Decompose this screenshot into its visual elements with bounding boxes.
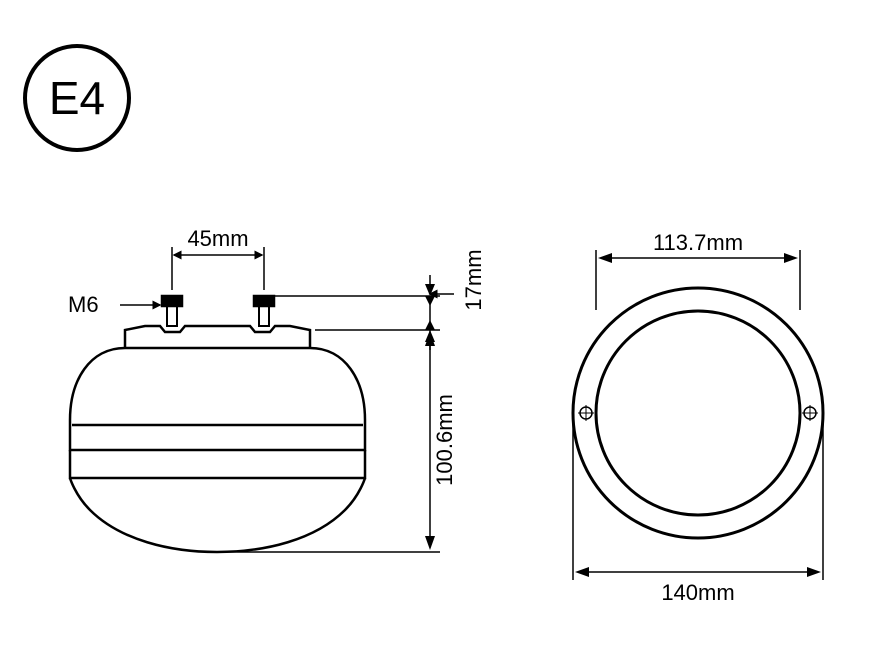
dim-outer-diameter: 140mm [573, 420, 823, 605]
side-body [70, 296, 365, 552]
mount-hole-right [802, 405, 818, 421]
dim-body-height: 100.6mm [425, 332, 457, 550]
certification-label: E4 [49, 72, 105, 124]
dim-bolt-spacing: 45mm [172, 226, 264, 290]
dim-body-height-label: 100.6mm [432, 394, 457, 486]
technical-drawing: E4 [0, 0, 886, 667]
mount-hole-left [578, 405, 594, 421]
dim-bolt-spacing-label: 45mm [187, 226, 248, 251]
bolt-left [162, 296, 182, 326]
dim-inner-diameter: 113.7mm [596, 230, 800, 310]
side-view: 45mm M6 17mm [68, 226, 486, 552]
outer-circle [573, 288, 823, 538]
bolt-thread-label: M6 [68, 292, 99, 317]
bolt-right [254, 296, 274, 326]
dim-outer-diameter-label: 140mm [661, 580, 734, 605]
inner-circle [596, 311, 800, 515]
dim-bolt-height-v2: 17mm [425, 249, 486, 350]
dim-inner-diameter-label: 113.7mm [653, 230, 743, 255]
dim-bolt-height-label: 17mm [461, 249, 486, 310]
dim-bolt-height [425, 294, 454, 330]
front-view: 113.7mm 140mm [573, 230, 823, 605]
certification-mark: E4 [25, 46, 129, 150]
dim-bolt-thread: M6 [68, 292, 160, 317]
